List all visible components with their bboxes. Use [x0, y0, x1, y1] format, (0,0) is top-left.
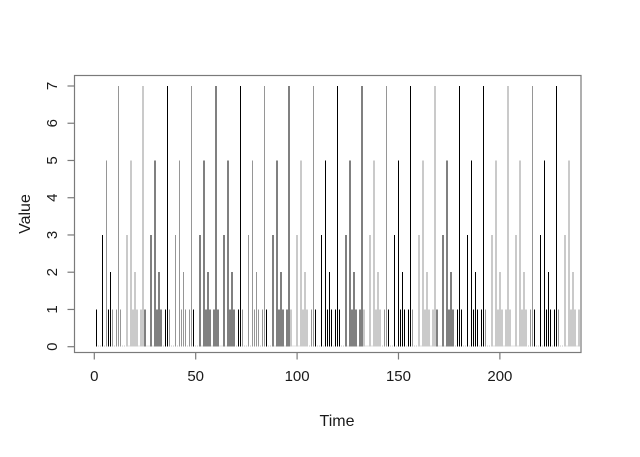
axis-ticks [67, 85, 501, 360]
x-tick-label: 150 [386, 368, 411, 385]
x-tick-label: 200 [487, 368, 512, 385]
axis-tick-labels: 0 50 100 150 200 0 1 2 3 4 5 6 7 [44, 82, 512, 385]
plot-box [73, 74, 582, 354]
y-tick-label: 2 [44, 268, 61, 276]
y-tick-label: 6 [44, 119, 61, 127]
y-tick-label: 4 [44, 194, 61, 202]
y-tick-label: 3 [44, 231, 61, 239]
y-tick-label: 1 [44, 305, 61, 313]
x-tick-label: 100 [285, 368, 310, 385]
y-axis-label: Value [17, 194, 34, 234]
x-tick-label: 0 [90, 368, 98, 385]
x-tick-label: 50 [187, 368, 204, 385]
spikes-layer [95, 86, 582, 347]
y-tick-label: 7 [44, 82, 61, 90]
y-tick-label: 0 [44, 343, 61, 351]
y-tick-label: 5 [44, 156, 61, 164]
x-axis-label: Time [320, 413, 355, 430]
